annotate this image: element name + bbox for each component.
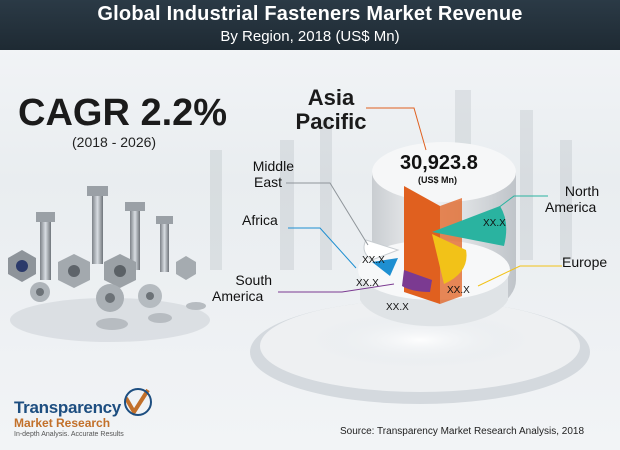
label-africa: Africa (242, 212, 278, 228)
logo-mark (124, 388, 152, 416)
label-asia-pacific: Asia Pacific (295, 85, 367, 134)
cagr-value: CAGR 2.2% (18, 92, 228, 134)
label-europe: Europe (562, 254, 608, 270)
value-north-america: XX.X (483, 218, 506, 229)
value-africa: XX.X (356, 278, 379, 289)
label-middle-east-line1: Middle (252, 158, 294, 174)
logo-text-line1: Transparency (14, 398, 121, 417)
label-middle-east-line2: East (253, 174, 282, 190)
leader-middle-east (286, 182, 369, 246)
value-europe: XX.X (447, 285, 470, 296)
leader-africa (288, 227, 357, 269)
asia-value: 30,923.8 (400, 152, 478, 174)
slice-africa (372, 258, 398, 276)
logo-text-line2: Market Research (14, 416, 111, 430)
label-north-america-line1: North (564, 183, 600, 199)
pie-slices (363, 186, 507, 304)
label-north-america-line2: America (545, 199, 597, 215)
slice-middle-east (363, 239, 400, 261)
leader-north-america (489, 195, 548, 215)
slice-south-america (402, 270, 432, 292)
leader-south-america (278, 283, 395, 293)
chart-subtitle: By Region, 2018 (US$ Mn) (220, 28, 400, 45)
fasteners-image (8, 186, 210, 342)
value-middle-east: XX.X (362, 255, 385, 266)
slice-north-america (432, 206, 507, 246)
asia-unit: (US$ Mn) (418, 175, 457, 185)
label-south-america-line1: South (235, 272, 272, 288)
leader-asia (366, 107, 427, 151)
chart-title: Global Industrial Fasteners Market Reven… (97, 3, 523, 25)
pedestal-glow (310, 312, 530, 368)
value-south-america: XX.X (386, 302, 409, 313)
logo-tagline: In-depth Analysis. Accurate Results (14, 431, 124, 438)
leader-lines (278, 107, 562, 293)
title-banner: Global Industrial Fasteners Market Reven… (0, 0, 620, 50)
slice-europe (432, 234, 467, 284)
cagr-period: (2018 - 2026) (72, 134, 157, 150)
pie-top (372, 142, 516, 202)
source-note: Source: Transparency Market Research Ana… (340, 426, 585, 437)
label-south-america-line2: America (212, 288, 264, 304)
leader-europe (477, 265, 562, 287)
